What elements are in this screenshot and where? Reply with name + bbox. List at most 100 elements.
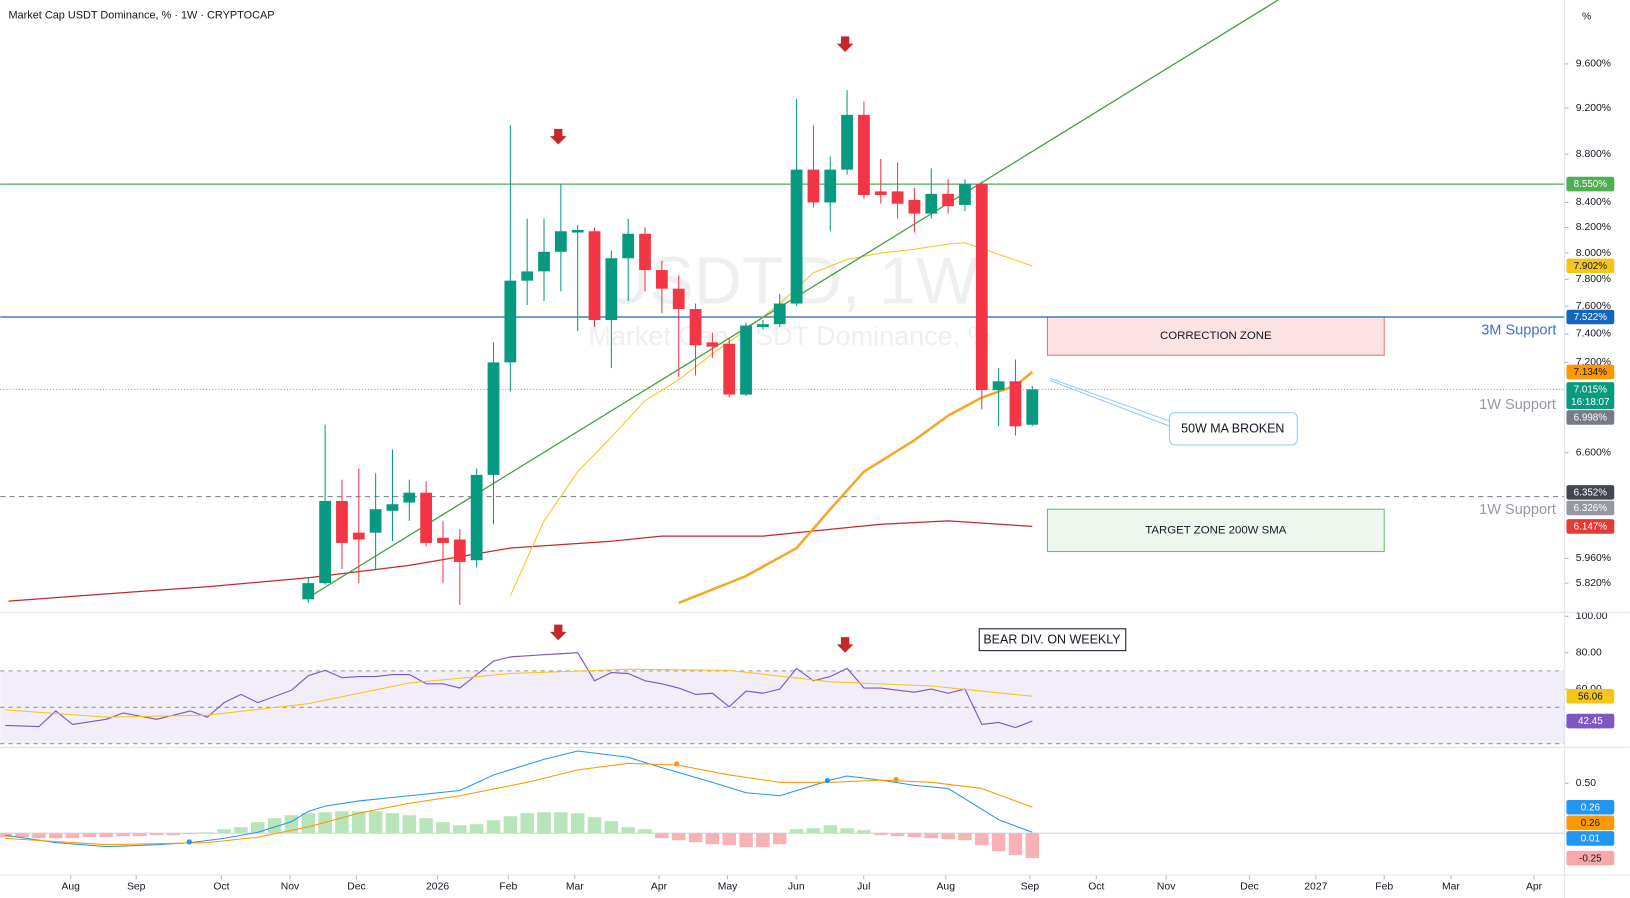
axis-unit: % (1582, 11, 1591, 22)
histogram-bar (402, 815, 417, 834)
candle-body (588, 231, 601, 321)
x-tick-label: Jul (857, 881, 870, 892)
price-tag-label: 7.134% (1574, 367, 1608, 378)
candle-body (790, 169, 803, 304)
price-tag (1566, 364, 1615, 380)
histogram-bar (1008, 833, 1023, 856)
candle-body (757, 324, 769, 327)
arrow (836, 36, 854, 52)
cross-dot (186, 839, 192, 845)
candle-body (1026, 389, 1039, 425)
callout-line (1049, 379, 1170, 427)
zone-label: CORRECTION ZONE (1160, 330, 1272, 342)
histogram-bar (385, 813, 400, 834)
histogram-bar (991, 833, 1006, 852)
histogram-bar (857, 830, 871, 834)
histogram-bar (975, 833, 989, 846)
histogram-bar (116, 833, 130, 837)
histogram-bar (234, 827, 248, 834)
candle-body (655, 270, 668, 289)
histogram-bar (621, 827, 635, 834)
price-tag (1566, 258, 1615, 274)
histogram-bar (688, 833, 703, 843)
candle-body (554, 231, 567, 252)
x-tick-label: May (718, 881, 738, 892)
candle-body (1009, 381, 1022, 427)
x-tick-label: 2027 (1304, 881, 1327, 892)
y-tick-label: 6.600% (1576, 447, 1611, 458)
price-tag (1566, 689, 1615, 704)
annotation: 50W MA BROKEN (1181, 422, 1284, 436)
price-tag (1566, 815, 1615, 831)
y-tick-label: 7.800% (1576, 274, 1611, 285)
histogram-bar (756, 833, 770, 848)
countdown: 16:18:07 (1571, 397, 1609, 408)
x-tick-label: Nov (1157, 881, 1176, 892)
price-tag-label: 7.522% (1574, 312, 1608, 323)
candle-body (891, 191, 904, 204)
line (5, 668, 1033, 718)
price-tag-label: 42.45 (1578, 716, 1603, 727)
price-tag-label: 7.902% (1574, 261, 1608, 272)
y-tick-label: 7.400% (1576, 329, 1611, 340)
callout-box (1168, 412, 1298, 446)
x-tick-label: Oct (213, 881, 229, 892)
candle-body (470, 474, 483, 561)
histogram-bar (301, 813, 316, 834)
y-tick-label: 8.400% (1576, 197, 1611, 208)
histogram-bar (166, 833, 181, 836)
histogram-bar (217, 829, 231, 834)
histogram-bar (150, 833, 164, 836)
y-tick-label: 100.00 (1576, 611, 1608, 622)
candle-body (336, 500, 348, 543)
price-tag-label: 8.550% (1574, 179, 1608, 190)
candle-body (487, 362, 500, 475)
price-tag (1566, 799, 1615, 815)
candle-body (605, 258, 618, 321)
candle-body (975, 184, 988, 391)
pane (0, 652, 1565, 745)
line (5, 762, 1033, 846)
x-tick-label: Jun (788, 881, 805, 892)
price-tag-label: 0.01 (1581, 834, 1600, 845)
histogram-bar (789, 829, 804, 834)
annotation: BEAR DIV. ON WEEKLY (983, 633, 1121, 647)
candle-body (807, 169, 820, 203)
histogram-bar (82, 833, 97, 838)
histogram-bar (335, 811, 349, 834)
arrow (836, 637, 854, 653)
price-tag (1566, 713, 1615, 729)
y-tick-label: 8.000% (1576, 248, 1611, 259)
histogram-bar (453, 825, 467, 834)
candle-body (858, 114, 870, 196)
x-tick-label: Mar (566, 881, 584, 892)
candle-body (824, 169, 837, 203)
arrow (549, 624, 567, 641)
candle-body (622, 233, 635, 259)
cross-dot (893, 776, 899, 783)
pane (0, 750, 1565, 859)
x-tick-label: Sep (127, 881, 146, 892)
candle-body (908, 199, 921, 214)
price-tag (1566, 850, 1615, 866)
price-tag-label: 7.015% (1574, 385, 1608, 396)
watermark-subtitle: Market Cap USDT Dominance, % (588, 321, 991, 351)
y-tick-label: 9.200% (1576, 103, 1611, 114)
histogram-bar (772, 833, 787, 845)
price-tag (1566, 500, 1615, 516)
callout-line (1049, 377, 1170, 422)
price-tag-label: -0.25 (1579, 853, 1602, 864)
zone (1046, 316, 1385, 356)
price-tag (1566, 176, 1615, 192)
candle-body (773, 303, 786, 325)
y-tick-label: 8.200% (1576, 222, 1611, 233)
histogram-bar (874, 833, 888, 836)
x-tick-label: Oct (1088, 881, 1104, 892)
histogram-bar (368, 811, 383, 834)
pane: CORRECTION ZONE TARGET ZONE 200W SMA (0, 0, 1565, 605)
histogram-bar (503, 816, 518, 834)
candle-body (521, 271, 534, 281)
annotation: 3M Support (1481, 322, 1556, 338)
histogram-bar (638, 829, 652, 834)
